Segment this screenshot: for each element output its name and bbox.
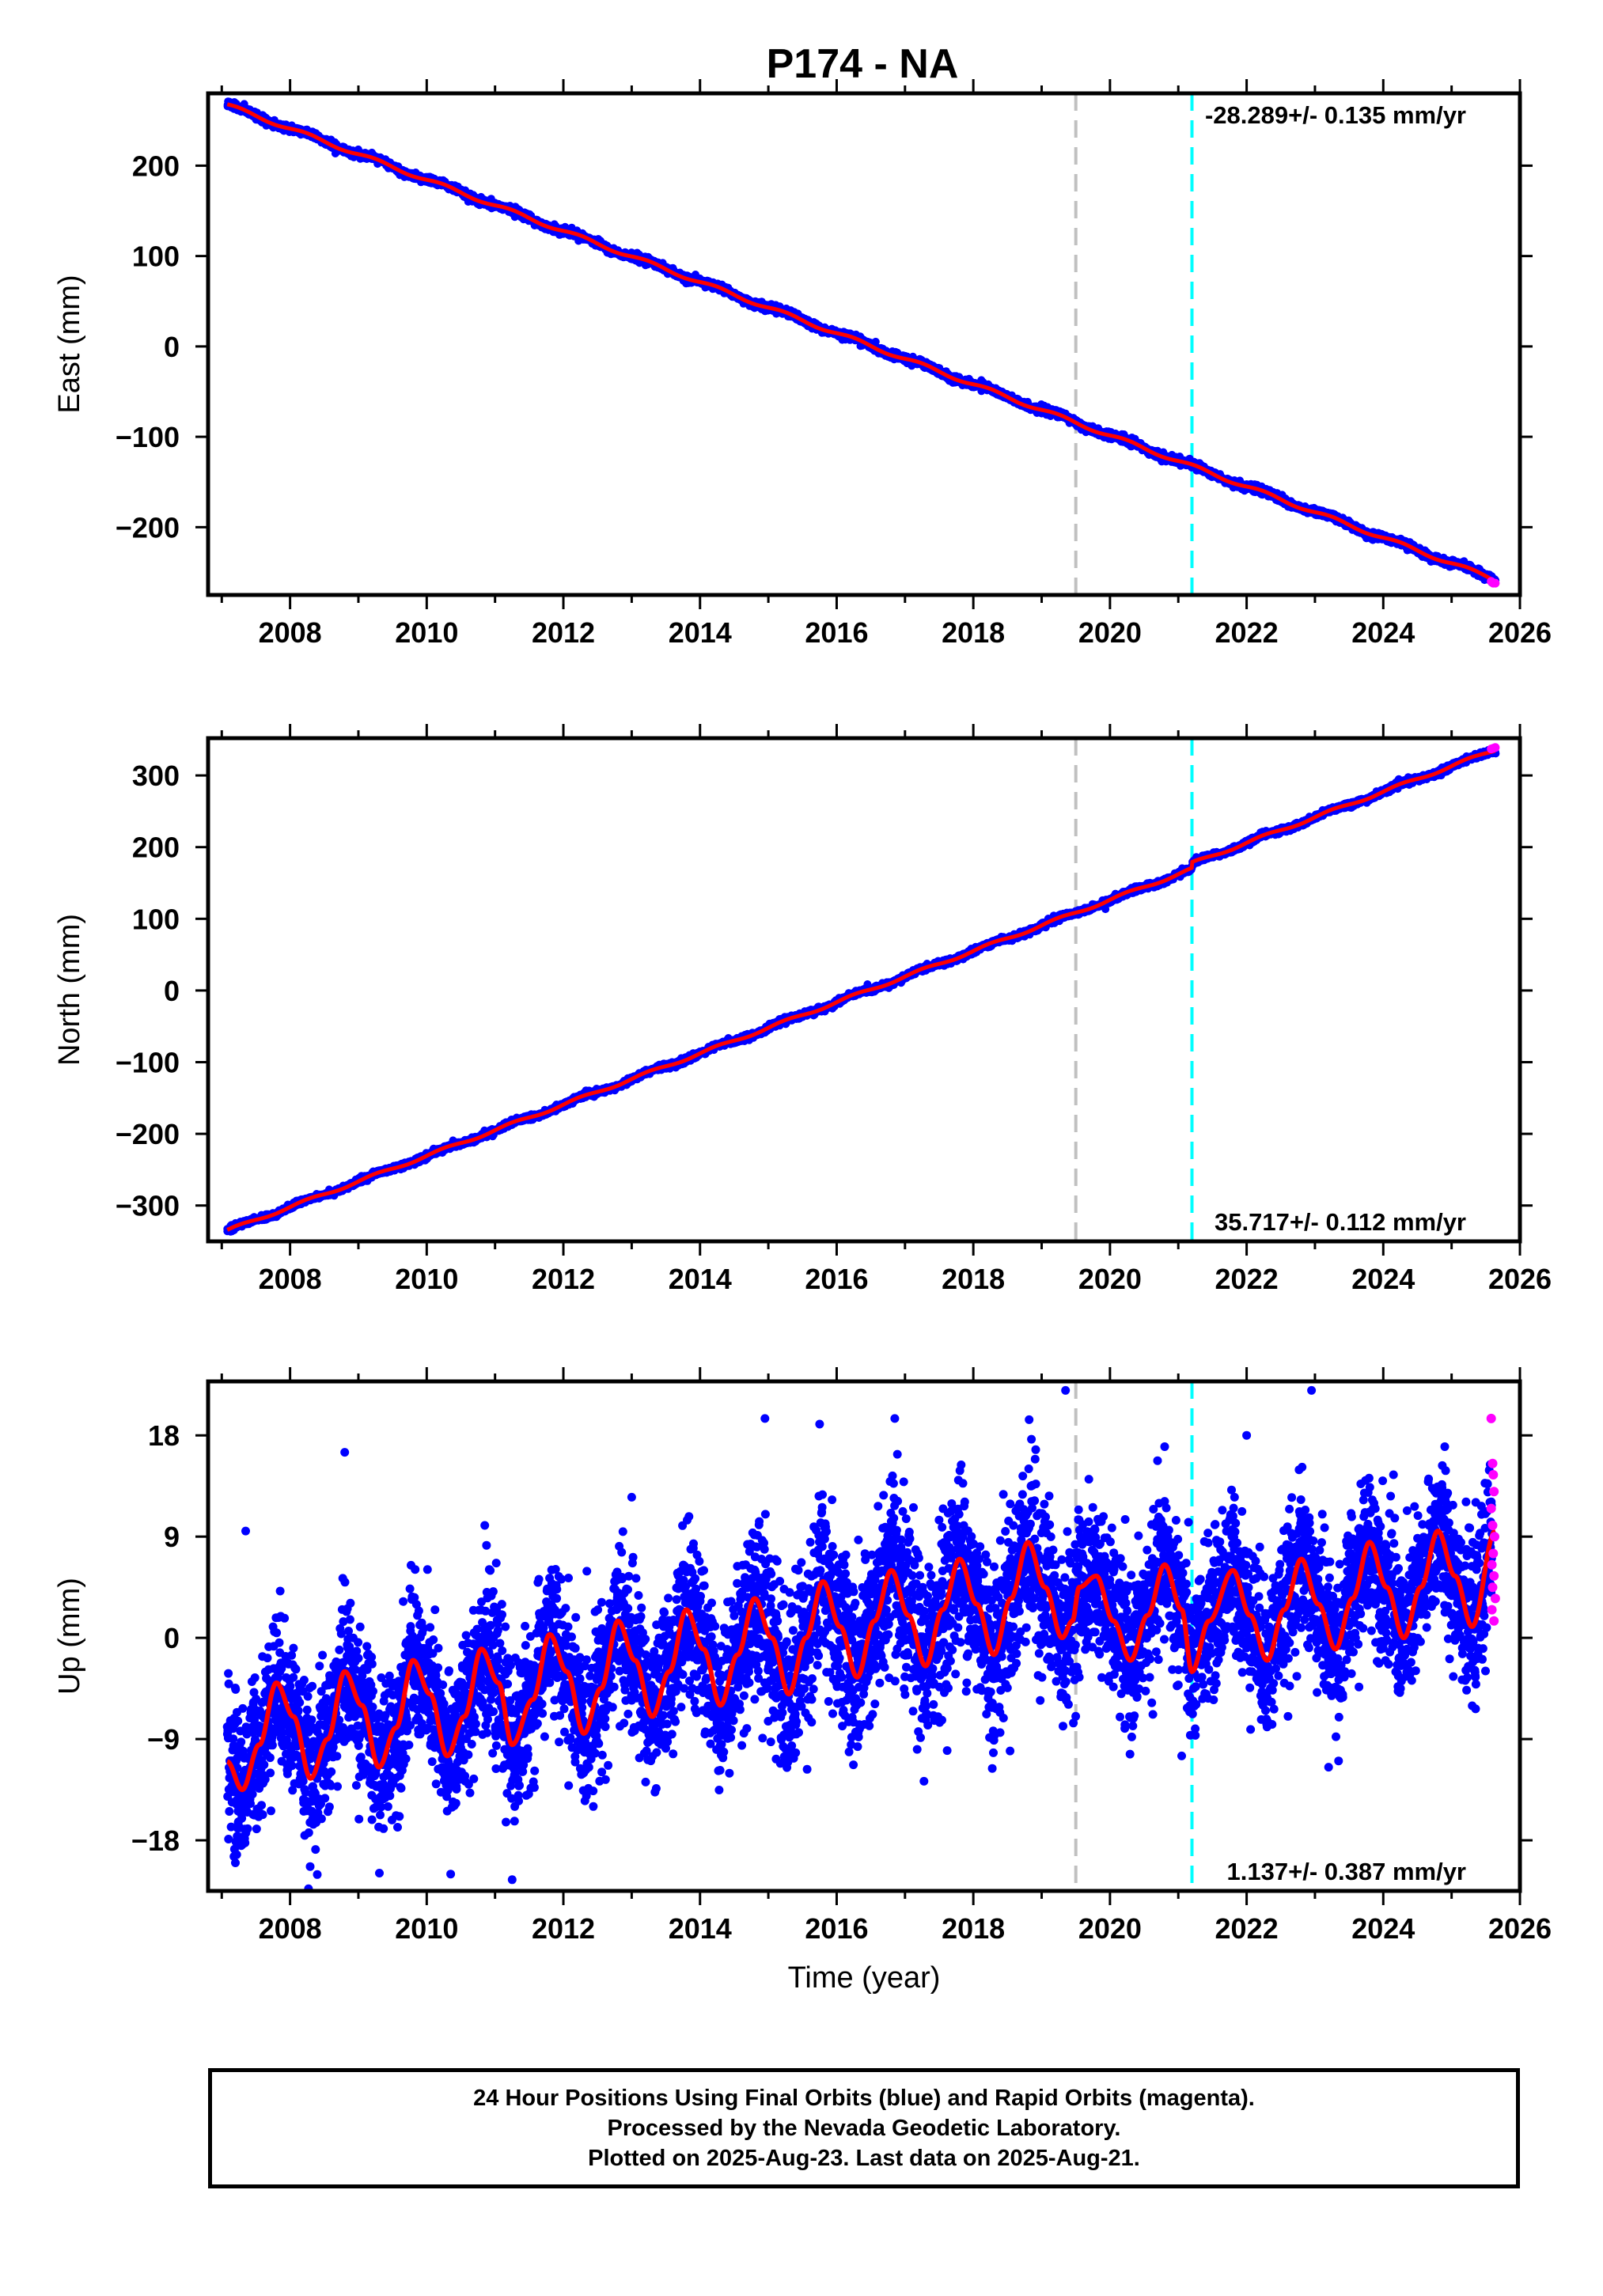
chart-panel-east: 2008 2010 2012 2014 2016 2018 2020 2022 2024 2026… — [53, 79, 1552, 649]
x-tick-label: 2018 — [942, 616, 1005, 649]
x-tick-label: 2026 — [1488, 616, 1552, 649]
model-fit-line — [226, 102, 1496, 583]
x-tick-label: 2010 — [395, 616, 458, 649]
y-tick-label: −200 — [116, 511, 180, 544]
x-tick-label: 2024 — [1351, 616, 1415, 649]
rate-label: -28.289+/- 0.135 mm/yr — [1205, 101, 1466, 129]
y-tick-label: 200 — [132, 150, 180, 182]
y-tick-label: 0 — [164, 331, 180, 363]
x-tick-label: 2016 — [805, 616, 868, 649]
y-tick-label: 100 — [132, 241, 180, 273]
x-tick-label: 2014 — [669, 616, 732, 649]
data-layer — [223, 738, 1500, 1241]
y-tick-label: −100 — [116, 421, 180, 453]
rapid-orbit-point — [1491, 578, 1500, 588]
x-tick-label: 2022 — [1215, 616, 1279, 649]
y-axis-label: East (mm) — [53, 275, 86, 413]
x-tick-label: 2020 — [1078, 616, 1142, 649]
data-layer — [223, 93, 1500, 595]
x-tick-label: 2012 — [532, 616, 595, 649]
figure-title: P174 - NA — [767, 41, 959, 87]
x-tick-label: 2008 — [259, 616, 322, 649]
chart-panel-north: 2008 2010 2012 2014 2016 2018 2020 2022 2024 2026… — [53, 724, 1552, 1295]
